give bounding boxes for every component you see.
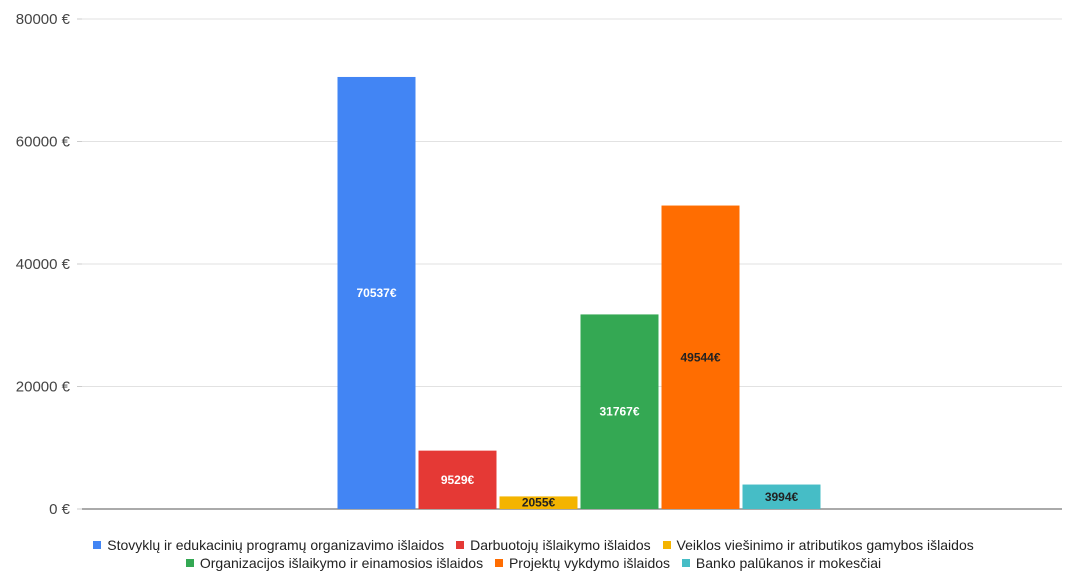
bar (499, 496, 578, 509)
bars (337, 76, 821, 509)
legend-swatch (662, 541, 671, 549)
bar (337, 76, 416, 509)
legend-swatch (185, 559, 194, 567)
data-label: 9529€ (441, 473, 475, 487)
legend-item: Stovyklų ir edukacinių programų organiza… (93, 536, 444, 554)
legend-row-2: Organizacijos išlaikymo ir einamosios iš… (0, 554, 1067, 572)
y-tick-label: 60000 € (16, 134, 71, 151)
legend: Stovyklų ir edukacinių programų organiza… (0, 536, 1067, 572)
y-tick-label: 40000 € (16, 256, 71, 273)
legend-item: Organizacijos išlaikymo ir einamosios iš… (185, 554, 484, 572)
legend-row-1: Stovyklų ir edukacinių programų organiza… (0, 536, 1067, 554)
y-tick-label: 80000 € (16, 11, 71, 28)
legend-swatch (93, 541, 102, 549)
data-label: 2055€ (522, 496, 556, 510)
bar (418, 450, 497, 509)
gridlines (82, 18, 1062, 510)
legend-item: Veiklos viešinimo ir atributikos gamybos… (662, 536, 974, 554)
data-labels: 70537€ 9529€ 2055€ 31767€ 49544€ 3994€ (356, 286, 798, 510)
data-label: 3994€ (765, 490, 799, 504)
data-label: 70537€ (356, 286, 396, 300)
data-label: 49544€ (680, 350, 720, 364)
bar (661, 205, 740, 509)
legend-label: Veiklos viešinimo ir atributikos gamybos… (676, 537, 974, 553)
data-label: 31767€ (599, 405, 639, 419)
legend-label: Banko palūkanos ir mokesčiai (695, 555, 882, 571)
legend-label: Organizacijos išlaikymo ir einamosios iš… (199, 555, 484, 571)
legend-swatch (456, 541, 465, 549)
y-tick-label: 20000 € (16, 379, 71, 396)
legend-label: Projektų vykdymo išlaidos (508, 555, 671, 571)
legend-item: Banko palūkanos ir mokesčiai (681, 554, 882, 572)
legend-swatch (494, 559, 503, 567)
y-tick-label: 0 € (49, 501, 71, 518)
bar-chart: 0 € 20000 € 40000 € 60000 € 80000 € 70537€ 95… (16, 11, 1062, 518)
legend-swatch (681, 559, 690, 567)
bar (742, 484, 821, 509)
bar (580, 314, 659, 509)
legend-item: Darbuotojų išlaikymo išlaidos (456, 536, 651, 554)
legend-label: Darbuotojų išlaikymo išlaidos (470, 537, 651, 553)
legend-label: Stovyklų ir edukacinių programų organiza… (107, 537, 445, 553)
legend-item: Projektų vykdymo išlaidos (494, 554, 671, 572)
y-axis: 0 € 20000 € 40000 € 60000 € 80000 € (16, 11, 82, 518)
